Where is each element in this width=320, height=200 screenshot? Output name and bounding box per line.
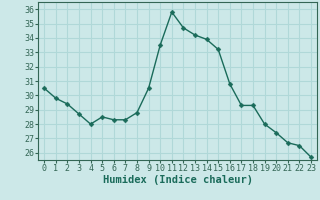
X-axis label: Humidex (Indice chaleur): Humidex (Indice chaleur) [103,175,252,185]
